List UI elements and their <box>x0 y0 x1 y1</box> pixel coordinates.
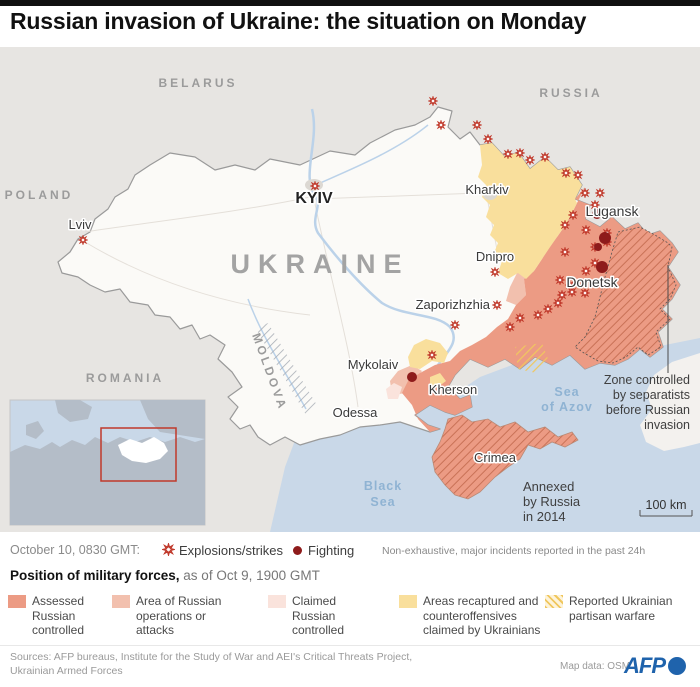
forces-title: Position of military forces, <box>10 568 180 583</box>
city-label-mykolaiv: Mykolaiv <box>348 357 399 372</box>
operations-swatch <box>112 595 130 608</box>
zone-transnistria <box>256 323 318 415</box>
city-label-kyiv: KYIV <box>295 190 333 207</box>
city-label-lugansk: Lugansk <box>586 203 640 219</box>
forces-date: as of Oct 9, 1900 GMT <box>179 568 320 583</box>
city-label-lviv: Lviv <box>68 217 92 232</box>
crimea-note-line1: Annexed <box>523 479 574 494</box>
fighting-markers <box>407 209 611 382</box>
zone-legend-items: Assessed Russian controlled Area of Russ… <box>0 594 700 642</box>
separatist-annotation: Zone controlled by separatists before Ru… <box>604 373 690 432</box>
military-zones <box>256 143 680 432</box>
legend-item-claimed: Claimed Russian controlled <box>268 594 368 638</box>
afp-logo-text: AFP <box>624 653 666 678</box>
assessed-swatch <box>8 595 26 608</box>
ukraine-map: BELARUS RUSSIA POLAND ROMANIA MOLDOVA UK… <box>0 47 700 532</box>
city-label-crimea: Crimea <box>474 450 517 465</box>
top-black-bar <box>0 0 700 6</box>
crimea-shape <box>431 414 579 500</box>
explosions-legend-label: Explosions/strikes <box>179 543 284 558</box>
country-label-poland: POLAND <box>5 188 74 202</box>
country-label-belarus: BELARUS <box>158 76 237 90</box>
sea-label-azov-2: of Azov <box>541 400 593 414</box>
sea-label-black-2: Sea <box>370 495 395 509</box>
zone-recaptured-kherson-1 <box>408 339 448 369</box>
zone-recaptured-kharkiv <box>478 143 582 279</box>
sources-text: Sources: AFP bureaus, Institute for the … <box>10 651 412 678</box>
city-label-donetsk: Donetsk <box>566 274 618 290</box>
city-label-dnipro: Dnipro <box>476 249 514 264</box>
map-svg: BELARUS RUSSIA POLAND ROMANIA MOLDOVA UK… <box>0 47 700 532</box>
page-title: Russian invasion of Ukraine: the situati… <box>10 8 587 34</box>
partisan-label: Reported Ukrainian partisan warfare <box>569 594 673 623</box>
zone-assessed <box>402 187 680 432</box>
legend-item-recaptured: Areas recaptured and counteroffensives c… <box>399 594 545 638</box>
country-label-ukraine: UKRAINE <box>230 249 409 279</box>
city-label-odessa: Odessa <box>333 405 379 420</box>
claimed-swatch <box>268 595 286 608</box>
inset-highlight-box <box>100 427 177 482</box>
city-label-kharkiv: Kharkiv <box>465 182 509 197</box>
city-label-kherson: Kherson <box>429 382 477 397</box>
recaptured-label: Areas recaptured and counteroffensives c… <box>423 594 541 638</box>
sources-line2: Ukrainian Armed Forces <box>10 664 123 677</box>
separatist-note-line3: before Russian <box>606 403 690 417</box>
roads <box>84 192 591 408</box>
legend-item-partisan: Reported Ukrainian partisan warfare <box>545 594 690 623</box>
fighting-dot-icon <box>293 546 302 555</box>
separatist-note-line4: invasion <box>644 418 690 432</box>
country-label-romania: ROMANIA <box>86 371 164 385</box>
legend-item-assessed: Assessed Russian controlled <box>8 594 96 638</box>
legend: October 10, 0830 GMT: Explosions/strikes… <box>0 532 700 645</box>
forces-title-row: Position of military forces, as of Oct 9… <box>10 568 320 583</box>
scale-label: 100 km <box>646 498 687 512</box>
legend-item-operations: Area of Russian operations or attacks <box>112 594 238 638</box>
inset-europe-map <box>9 399 206 526</box>
partisan-swatch <box>545 595 563 608</box>
taman-land <box>640 353 700 451</box>
fighting-legend-label: Fighting <box>308 543 355 558</box>
map-data-credit: Map data: OSM <box>560 661 631 672</box>
afp-globe-icon <box>668 657 686 675</box>
zone-partisan <box>515 343 548 373</box>
operations-label: Area of Russian operations or attacks <box>136 594 222 638</box>
scale-bar: 100 km <box>639 498 693 517</box>
assessed-label: Assessed Russian controlled <box>32 594 85 638</box>
sea-label-black-1: Black <box>364 479 402 493</box>
recaptured-swatch <box>399 595 417 608</box>
separatist-note-line1: Zone controlled <box>604 373 690 387</box>
zone-recaptured-kherson-2 <box>430 373 446 387</box>
claimed-label: Claimed Russian controlled <box>292 594 345 638</box>
city-label-zaporizhzhia: Zaporizhzhia <box>416 297 491 312</box>
incident-time-label: October 10, 0830 GMT: <box>10 543 140 557</box>
sea-label-azov-1: Sea <box>554 385 579 399</box>
incident-note: Non-exhaustive, major incidents reported… <box>382 545 646 557</box>
sources-line1: Sources: AFP bureaus, Institute for the … <box>10 651 413 663</box>
crimea-note-line3: in 2014 <box>523 509 566 524</box>
incident-legend-row: October 10, 0830 GMT: Explosions/strikes… <box>10 542 700 558</box>
separatist-note-line2: by separatists <box>613 388 690 402</box>
afp-logo: AFP <box>624 653 686 679</box>
zone-separatist <box>574 226 677 364</box>
country-label-russia: RUSSIA <box>539 86 602 100</box>
zone-claimed <box>386 383 402 399</box>
crimea-note-line2: by Russia <box>523 494 581 509</box>
footer: Sources: AFP bureaus, Institute for the … <box>0 645 700 687</box>
inset-ukraine-shape <box>118 437 168 463</box>
explosion-icon <box>162 543 175 561</box>
crimea-annotation: Annexed by Russia in 2014 <box>523 479 581 524</box>
